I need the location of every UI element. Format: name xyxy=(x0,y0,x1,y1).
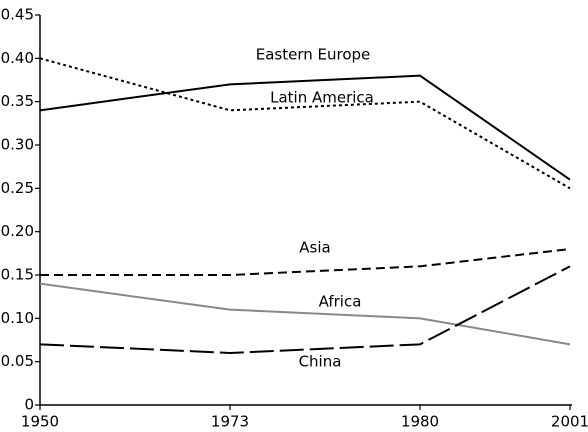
series-label: Africa xyxy=(319,293,362,311)
series-line xyxy=(39,282,571,346)
y-tick-label: 0.15 xyxy=(1,266,34,284)
y-tick-label: 0.25 xyxy=(1,179,34,197)
y-tick-label: 0.30 xyxy=(1,136,34,154)
y-tick-label: 0 xyxy=(24,396,34,414)
series-line xyxy=(39,265,571,355)
series-line xyxy=(40,248,571,276)
y-tick-label: 0.20 xyxy=(1,222,34,240)
series-label: Latin America xyxy=(270,89,374,107)
series-line xyxy=(39,57,571,190)
y-tick-label: 0.45 xyxy=(1,6,34,24)
series-line xyxy=(39,74,571,181)
series-label: Asia xyxy=(299,239,330,257)
x-tick-label: 2001 xyxy=(551,413,588,431)
y-tick-label: 0.40 xyxy=(1,49,34,67)
x-tick-label: 1950 xyxy=(21,413,59,431)
x-tick-label: 1973 xyxy=(211,413,249,431)
y-tick-label: 0.05 xyxy=(1,352,34,370)
y-tick-label: 0.35 xyxy=(1,92,34,110)
x-tick-label: 1980 xyxy=(401,413,439,431)
series-label: Eastern Europe xyxy=(256,46,371,64)
y-tick-label: 0.10 xyxy=(1,309,34,327)
series-label: China xyxy=(299,353,342,371)
